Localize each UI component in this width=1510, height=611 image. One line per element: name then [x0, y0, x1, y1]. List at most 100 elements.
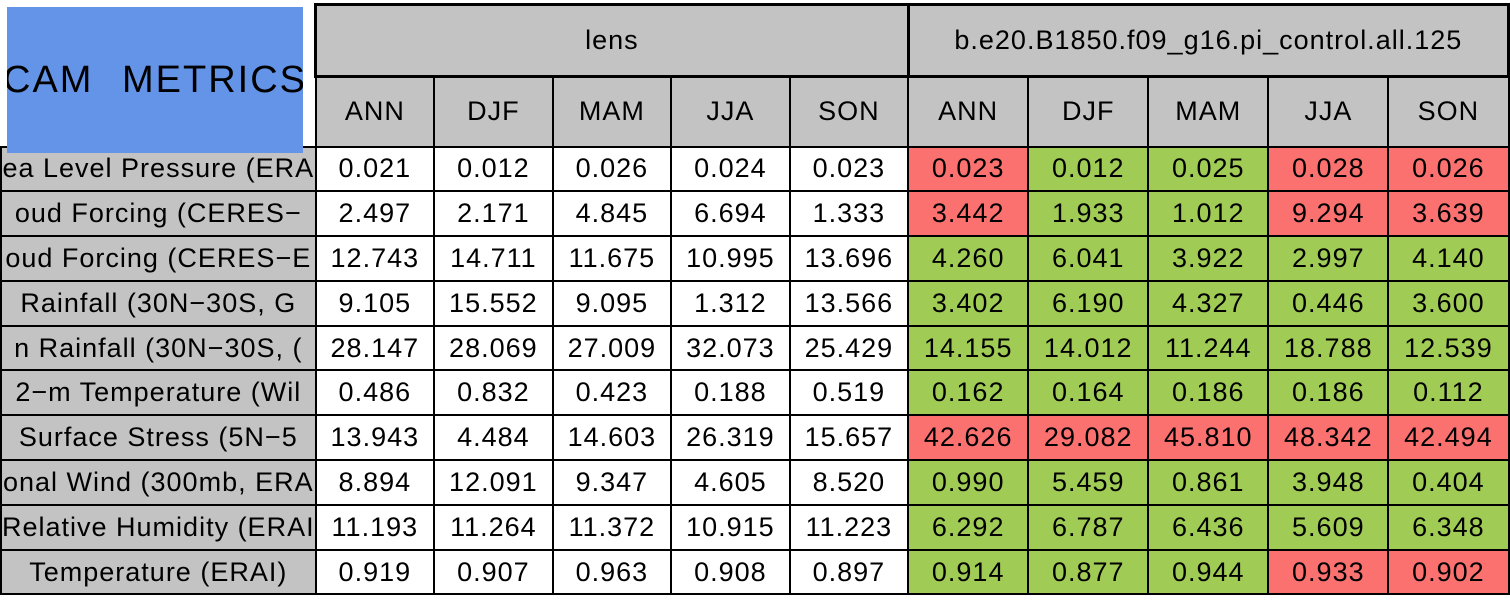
table-row: oud Forcing (CERES− 2.497 2.171 4.845 6.694 1…	[0, 190, 1510, 238]
metric-cell-run-better: 0.012	[1027, 145, 1150, 193]
metric-cell-run-better: 0.861	[1147, 459, 1270, 506]
metric-cell-lens: 0.423	[551, 369, 673, 417]
metric-cell-lens: 0.519	[788, 369, 910, 417]
metric-cell-run-better: 1.012	[1147, 190, 1270, 238]
metric-cell-lens: 0.012	[433, 145, 554, 193]
metric-cell-run-worse: 0.028	[1267, 145, 1390, 193]
metric-cell-run-better: 1.933	[1027, 190, 1150, 238]
row-label: Relative Humidity (ERAI	[0, 503, 317, 551]
metric-cell-lens: 9.105	[314, 279, 436, 327]
group-header-row: lens b.e20.B1850.f09_g16.pi_control.all.…	[1, 3, 1510, 78]
metric-cell-lens: 28.147	[314, 324, 436, 372]
metric-cell-run-better: 6.292	[907, 503, 1030, 551]
metric-cell-lens: 0.907	[433, 548, 554, 596]
metric-cell-lens: 0.021	[314, 145, 436, 193]
metric-cell-run-worse: 48.342	[1267, 414, 1390, 462]
season-header-row: ANN DJF MAM JJA SON ANN DJF MAM JJA SON	[1, 75, 1510, 148]
metric-cell-run-better: 0.186	[1147, 369, 1270, 417]
metric-cell-run-worse: 42.626	[907, 414, 1030, 462]
metric-cell-lens: 25.429	[788, 324, 910, 372]
metric-cell-lens: 32.073	[670, 324, 791, 372]
metric-cell-lens: 11.675	[551, 235, 673, 282]
row-label: oud Forcing (CERES−E	[0, 235, 317, 282]
metric-cell-run-worse: 3.442	[907, 190, 1030, 238]
season-header-ann-lens: ANN	[314, 75, 436, 148]
metric-cell-run-better: 0.404	[1387, 459, 1510, 506]
metric-cell-run-better: 6.787	[1027, 503, 1150, 551]
metric-cell-run-worse: 0.023	[907, 145, 1030, 193]
season-header-djf-run: DJF	[1027, 75, 1150, 148]
metric-cell-lens: 12.091	[433, 459, 554, 506]
metric-cell-lens: 27.009	[551, 324, 673, 372]
metric-cell-lens: 6.694	[670, 190, 791, 238]
metric-cell-run-worse: 45.810	[1147, 414, 1270, 462]
metric-cell-run-better: 11.244	[1147, 324, 1270, 372]
metric-cell-lens: 11.193	[314, 503, 436, 551]
metric-cell-run-better: 0.877	[1027, 548, 1150, 596]
metric-cell-lens: 2.497	[314, 190, 436, 238]
metric-cell-run-worse: 0.933	[1267, 548, 1390, 596]
metric-cell-run-better: 14.012	[1027, 324, 1150, 372]
metric-cell-run-better: 0.186	[1267, 369, 1390, 417]
table-row: Rainfall (30N−30S, G 9.105 15.552 9.095 1.31…	[0, 279, 1510, 327]
table-row: onal Wind (300mb, ERA 8.894 12.091 9.347 4.6…	[0, 459, 1510, 506]
metric-cell-run-better: 3.600	[1387, 279, 1510, 327]
metric-cell-run-better: 6.348	[1387, 503, 1510, 551]
row-label: ea Level Pressure (ERA	[0, 145, 317, 193]
metric-cell-run-better: 0.164	[1027, 369, 1150, 417]
table-row: 2−m Temperature (Wil 0.486 0.832 0.423 0.188…	[0, 369, 1510, 417]
metric-cell-run-better: 0.944	[1147, 548, 1270, 596]
season-header-mam-lens: MAM	[551, 75, 673, 148]
season-header-son-run: SON	[1387, 75, 1510, 148]
metric-cell-run-worse: 0.026	[1387, 145, 1510, 193]
metric-cell-run-better: 3.948	[1267, 459, 1390, 506]
table-row: ea Level Pressure (ERA 0.021 0.012 0.026 0.0…	[0, 145, 1510, 193]
table-row: oud Forcing (CERES−E 12.743 14.711 11.675 10…	[0, 235, 1510, 282]
metric-cell-lens: 1.312	[670, 279, 791, 327]
table-row: n Rainfall (30N−30S, (28.147 28.069 27.009…	[0, 324, 1510, 372]
metric-cell-lens: 26.319	[670, 414, 791, 462]
metric-cell-lens: 9.095	[551, 279, 673, 327]
table-row: Relative Humidity (ERAI 11.193 11.264 11.37…	[0, 503, 1510, 551]
metric-cell-lens: 0.908	[670, 548, 791, 596]
metric-cell-lens: 4.845	[551, 190, 673, 238]
metric-cell-run-worse: 29.082	[1027, 414, 1150, 462]
metric-cell-lens: 15.657	[788, 414, 910, 462]
column-group-run: b.e20.B1850.f09_g16.pi_control.all.125	[906, 3, 1510, 78]
metric-cell-run-better: 12.539	[1387, 324, 1510, 372]
row-label: onal Wind (300mb, ERA	[0, 459, 317, 506]
metric-cell-lens: 10.915	[670, 503, 791, 551]
metric-cell-run-better: 0.446	[1267, 279, 1390, 327]
metric-cell-lens: 4.605	[670, 459, 791, 506]
metric-cell-run-better: 5.459	[1027, 459, 1150, 506]
row-label: oud Forcing (CERES−	[0, 190, 317, 238]
table-row: Surface Stress (5N−5 13.943 4.484 14.603 26.…	[0, 414, 1510, 462]
season-header-jja-run: JJA	[1267, 75, 1390, 148]
metric-cell-lens: 10.995	[670, 235, 791, 282]
season-header-ann-run: ANN	[907, 75, 1030, 148]
metric-cell-lens: 0.919	[314, 548, 436, 596]
metric-cell-run-better: 6.041	[1027, 235, 1150, 282]
metric-cell-run-better: 18.788	[1267, 324, 1390, 372]
metric-cell-run-better: 4.327	[1147, 279, 1270, 327]
metric-cell-run-better: 3.402	[907, 279, 1030, 327]
season-header-jja-lens: JJA	[670, 75, 791, 148]
metric-cell-run-better: 6.190	[1027, 279, 1150, 327]
season-header-djf-lens: DJF	[433, 75, 554, 148]
metric-cell-lens: 0.832	[433, 369, 554, 417]
row-label: Surface Stress (5N−5	[0, 414, 317, 462]
metric-cell-lens: 8.520	[788, 459, 910, 506]
metric-cell-lens: 0.188	[670, 369, 791, 417]
metric-cell-lens: 8.894	[314, 459, 436, 506]
season-header-son-lens: SON	[788, 75, 910, 148]
metric-cell-lens: 0.024	[670, 145, 791, 193]
metric-cell-lens: 11.264	[433, 503, 554, 551]
metric-cell-run-worse: 9.294	[1267, 190, 1390, 238]
metric-cell-lens: 9.347	[551, 459, 673, 506]
metric-cell-lens: 28.069	[433, 324, 554, 372]
metric-cell-lens: 0.026	[551, 145, 673, 193]
metric-cell-lens: 11.372	[551, 503, 673, 551]
metric-cell-run-better: 5.609	[1267, 503, 1390, 551]
season-header-mam-run: MAM	[1147, 75, 1270, 148]
